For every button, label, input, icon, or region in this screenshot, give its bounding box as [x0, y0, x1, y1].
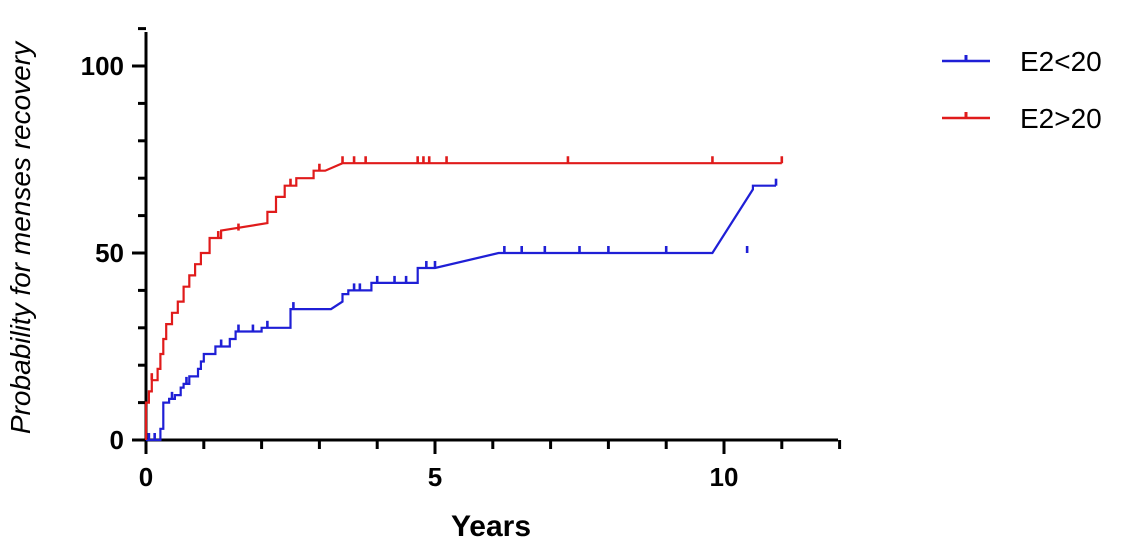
y-axis-title: Probability for menses recovery: [5, 40, 36, 434]
series-line-e2-gt-20: [144, 162, 782, 440]
legend-entry-1: E2<20: [942, 46, 1102, 77]
series-line-e2-lt-20: [146, 184, 776, 442]
y-ticks: 0 50 100: [81, 27, 146, 455]
x-ticks: 0 5 10: [139, 440, 842, 492]
plot-area: [144, 156, 784, 442]
legend: E2<20 E2>20: [942, 46, 1102, 134]
legend-label-e2-gt-20: E2>20: [1020, 103, 1102, 134]
y-tick-label: 50: [95, 238, 124, 268]
x-axis-title: Years: [451, 510, 531, 541]
y-tick-label: 100: [81, 51, 124, 81]
y-tick-label: 0: [110, 425, 124, 455]
legend-label-e2-lt-20: E2<20: [1020, 46, 1102, 77]
x-tick-label: 10: [710, 462, 739, 492]
legend-entry-2: E2>20: [942, 103, 1102, 134]
axes: [144, 32, 838, 442]
x-tick-label: 5: [428, 462, 442, 492]
x-tick-label: 0: [139, 462, 153, 492]
